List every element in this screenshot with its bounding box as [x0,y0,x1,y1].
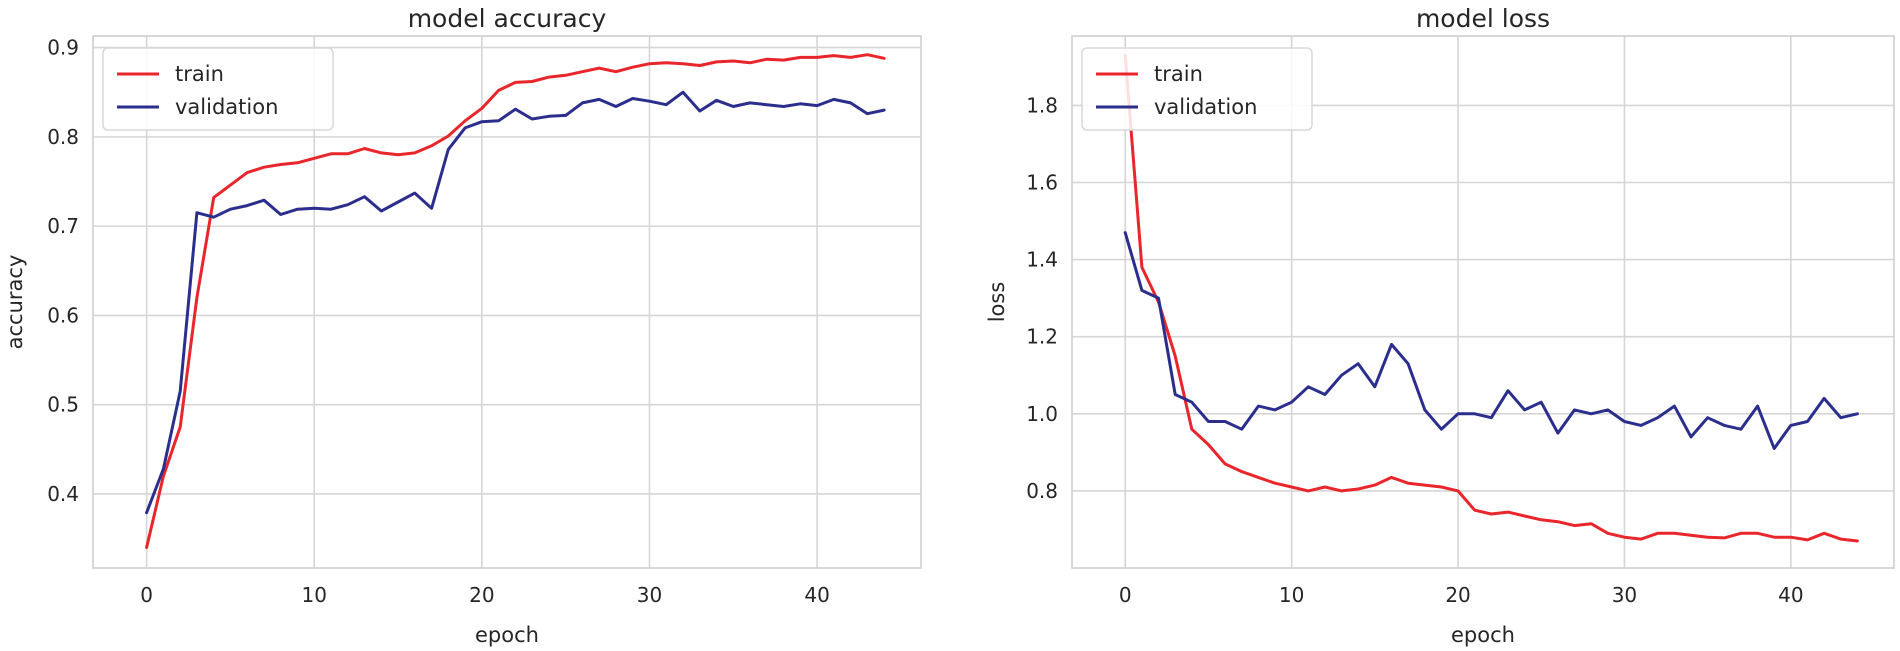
accuracy-ytick-label-1: 0.5 [47,393,79,417]
loss-legend-box [1081,47,1313,131]
accuracy-ytick-label-3: 0.7 [47,214,79,238]
loss-ytick-label-5: 1.8 [1026,93,1058,117]
loss-xtick-label-3: 30 [1612,583,1637,607]
loss-legend: train validation [1081,47,1313,131]
loss-plot-frame [1071,35,1895,569]
accuracy-xtick-label-2: 20 [469,583,494,607]
accuracy-legend: train validation [102,47,334,131]
loss-xtick-label-2: 20 [1445,583,1470,607]
accuracy-plot-frame [92,35,922,569]
loss-xtick-label-1: 10 [1279,583,1304,607]
loss-ytick-label-4: 1.6 [1026,170,1058,194]
loss-legend-label-train: train [1154,62,1203,86]
accuracy-xtick-label-4: 40 [804,583,829,607]
loss-x-axis-label: epoch [1451,623,1515,647]
accuracy-legend-label-validation: validation [175,95,278,119]
loss-ytick-label-2: 1.2 [1026,325,1058,349]
accuracy-line-train [145,53,886,549]
loss-legend-label-validation: validation [1154,95,1257,119]
accuracy-chart-title: model accuracy [408,4,607,33]
accuracy-legend-box [102,47,334,131]
loss-xtick-label-0: 0 [1119,583,1132,607]
accuracy-xtick-label-0: 0 [140,583,153,607]
accuracy-chart: 0 10 20 30 40 0.4 0.5 0.6 0.7 0.8 0.9 model accurac… [3,4,922,647]
loss-ytick-label-1: 1.0 [1026,402,1058,426]
accuracy-y-axis-label: accuracy [3,255,27,350]
loss-line-train [1123,53,1859,543]
accuracy-ytick-label-4: 0.8 [47,125,79,149]
loss-ytick-label-3: 1.4 [1026,248,1058,272]
loss-ytick-label-0: 0.8 [1026,479,1058,503]
accuracy-xtick-label-1: 10 [302,583,327,607]
accuracy-ytick-label-5: 0.9 [47,36,79,60]
loss-line-validation [1123,231,1859,450]
accuracy-line-validation [145,90,886,515]
accuracy-xtick-label-3: 30 [637,583,662,607]
loss-xtick-label-4: 40 [1778,583,1803,607]
accuracy-legend-label-train: train [175,62,224,86]
accuracy-ytick-label-0: 0.4 [47,482,79,506]
loss-y-axis-label: loss [985,282,1009,323]
loss-chart: 0 10 20 30 40 0.8 1.0 1.2 1.4 1.6 1.8 model loss epo… [985,4,1895,647]
accuracy-x-axis-label: epoch [475,623,539,647]
accuracy-ytick-label-2: 0.6 [47,303,79,327]
loss-chart-title: model loss [1416,4,1550,33]
